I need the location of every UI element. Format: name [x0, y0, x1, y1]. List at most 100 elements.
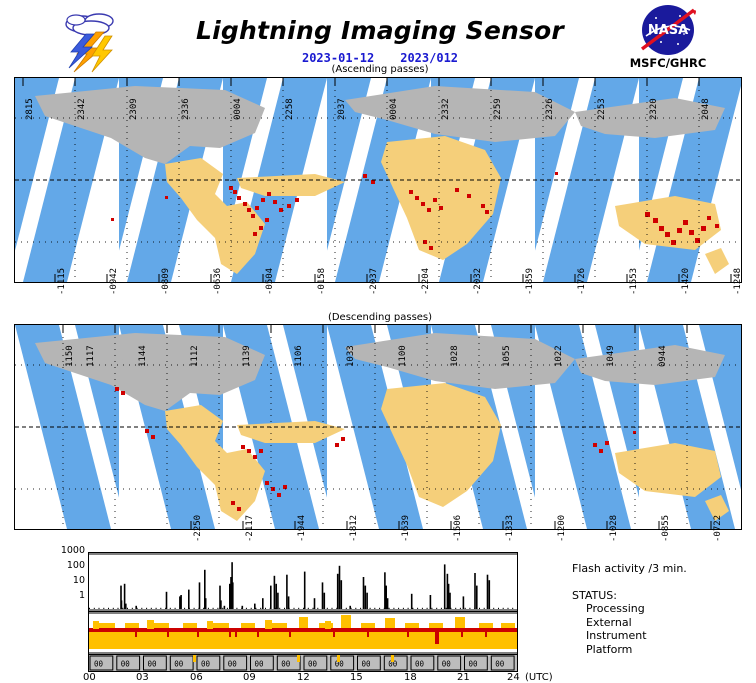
- svg-text:00: 00: [469, 660, 479, 669]
- orbit-tick-bottom: -2037: [369, 267, 379, 295]
- orbit-tick-top: 1144: [138, 345, 148, 367]
- orbit-tick-bottom: -0809: [161, 267, 171, 295]
- nasa-meatball-icon: NASA: [628, 4, 708, 56]
- orbit-tick-top: 1150: [65, 345, 75, 367]
- page-header: Lightning Imaging Sensor 2023-01-12 2023/…: [0, 0, 756, 76]
- svg-text:00: 00: [388, 660, 398, 669]
- svg-text:00: 00: [94, 660, 104, 669]
- orbit-tick-bottom: -1859: [525, 267, 535, 295]
- orbit-tick-top: 1033: [346, 345, 356, 367]
- orbit-tick-bottom: -0504: [265, 267, 275, 295]
- orbit-bar-strip[interactable]: 00 00 00 00 00 00 00 00 00 00 00 00 00 00 00 00: [88, 654, 518, 672]
- orbit-tick-top: 2037: [337, 98, 347, 120]
- svg-text:00: 00: [148, 660, 158, 669]
- timeseries-legend: Flash activity /3 min. STATUS: Processin…: [572, 562, 752, 656]
- x-tick-24: 24: [507, 672, 520, 683]
- svg-text:00: 00: [442, 660, 452, 669]
- orbit-tick-bottom: -2032: [473, 267, 483, 295]
- orbit-tick-bottom: -1028: [609, 514, 619, 542]
- orbit-tick-bottom: -0855: [661, 514, 671, 542]
- orbit-tick-top: 2309: [129, 98, 139, 120]
- orbit-tick-bottom: -1248: [733, 267, 743, 295]
- svg-text:00: 00: [362, 660, 372, 669]
- x-tick-15: 15: [350, 672, 363, 683]
- orbit-tick-top: 2332: [441, 98, 451, 120]
- orbit-bar-canvas: 00 00 00 00 00 00 00 00 00 00 00 00 00 00 00 00: [89, 655, 517, 671]
- orbit-tick-top: 0004: [233, 98, 243, 120]
- y-tick-1: 1: [78, 590, 85, 601]
- orbit-tick-bottom: -2117: [245, 514, 255, 542]
- x-tick-06: 06: [190, 672, 203, 683]
- orbit-tick-bottom: -0158: [317, 267, 327, 295]
- y-tick-1000: 1000: [60, 545, 85, 556]
- subtitle-ascending: (Ascending passes): [331, 64, 429, 75]
- descending-passes-map[interactable]: [14, 324, 742, 530]
- x-tick-09: 09: [243, 672, 256, 683]
- x-tick-03: 03: [136, 672, 149, 683]
- orbit-tick-bottom: -2204: [421, 267, 431, 295]
- orbit-tick-bottom: -1726: [577, 267, 587, 295]
- legend-status-instrument: Instrument: [586, 629, 647, 642]
- nasa-wordmark: NASA: [648, 23, 688, 38]
- status-plot[interactable]: [88, 611, 518, 655]
- orbit-tick-bottom: -1115: [57, 267, 67, 295]
- orbit-tick-top: 1112: [190, 345, 200, 367]
- y-tick-10: 10: [72, 575, 85, 586]
- date-row: 2023-01-12 2023/012: [160, 51, 600, 65]
- flash-markers: [115, 387, 636, 511]
- svg-text:00: 00: [174, 660, 184, 669]
- instrument-track: [93, 620, 331, 629]
- orbit-tick-bottom: -1200: [557, 514, 567, 542]
- orbit-tick-bottom: -1639: [401, 514, 411, 542]
- timeseries-panel: 1000 100 10 1: [0, 545, 756, 683]
- svg-text:00: 00: [335, 660, 345, 669]
- flash-activity-plot[interactable]: [88, 552, 518, 612]
- svg-text:00: 00: [121, 660, 131, 669]
- date-doy: 2023/012: [400, 51, 459, 65]
- orbit-tick-top: 1106: [294, 345, 304, 367]
- ascending-passes-map[interactable]: [14, 77, 742, 283]
- y-tick-100: 100: [66, 560, 85, 571]
- legend-status-processing: Processing: [586, 602, 645, 615]
- orbit-tick-top: 2342: [77, 98, 87, 120]
- x-tick-18: 18: [404, 672, 417, 683]
- descending-map-canvas: [15, 325, 741, 529]
- orbit-tick-bottom: -1944: [297, 514, 307, 542]
- orbit-tick-top: 2326: [545, 98, 555, 120]
- orbit-tick-bottom: -0942: [109, 267, 119, 295]
- orbit-tick-top: 0944: [658, 345, 668, 367]
- orbit-tick-top: 1049: [606, 345, 616, 367]
- date-iso: 2023-01-12: [301, 51, 375, 65]
- x-tick-00: 00: [83, 672, 96, 683]
- svg-text:00: 00: [281, 660, 291, 669]
- orbit-tick-bottom: -1506: [453, 514, 463, 542]
- orbit-tick-top: 1100: [398, 345, 408, 367]
- orbit-tick-top: 0004: [389, 98, 399, 120]
- orbit-tick-top: 2258: [285, 98, 295, 120]
- svg-text:00: 00: [255, 660, 265, 669]
- svg-text:00: 00: [415, 660, 425, 669]
- orbit-tick-top: 1055: [502, 345, 512, 367]
- orbit-tick-bottom: -0636: [213, 267, 223, 295]
- external-track: [89, 628, 517, 632]
- legend-status-header: STATUS:: [572, 588, 617, 602]
- orbit-tick-top: 1117: [86, 345, 96, 367]
- svg-text:00: 00: [495, 660, 505, 669]
- status-canvas: [89, 612, 517, 654]
- x-tick-21: 21: [457, 672, 470, 683]
- orbit-tick-bottom: -1420: [681, 267, 691, 295]
- x-tick-12: 12: [297, 672, 310, 683]
- orbit-tick-top: 2048: [701, 98, 711, 120]
- flash-activity-canvas: [89, 553, 517, 611]
- orbit-tick-bottom: -1812: [349, 514, 359, 542]
- agency-label: MSFC/GHRC: [629, 56, 707, 70]
- orbit-tick-top: 1139: [242, 345, 252, 367]
- orbit-tick-bottom: -1553: [629, 267, 639, 295]
- external-events: [135, 632, 487, 644]
- legend-status-external: External: [586, 615, 632, 629]
- orbit-tick-bottom: -0722: [713, 514, 723, 542]
- flash-markers: [111, 172, 719, 250]
- page-title: Lightning Imaging Sensor: [196, 16, 564, 45]
- flash-y-axis-labels: 1000 100 10 1: [40, 545, 85, 614]
- svg-text:00: 00: [308, 660, 318, 669]
